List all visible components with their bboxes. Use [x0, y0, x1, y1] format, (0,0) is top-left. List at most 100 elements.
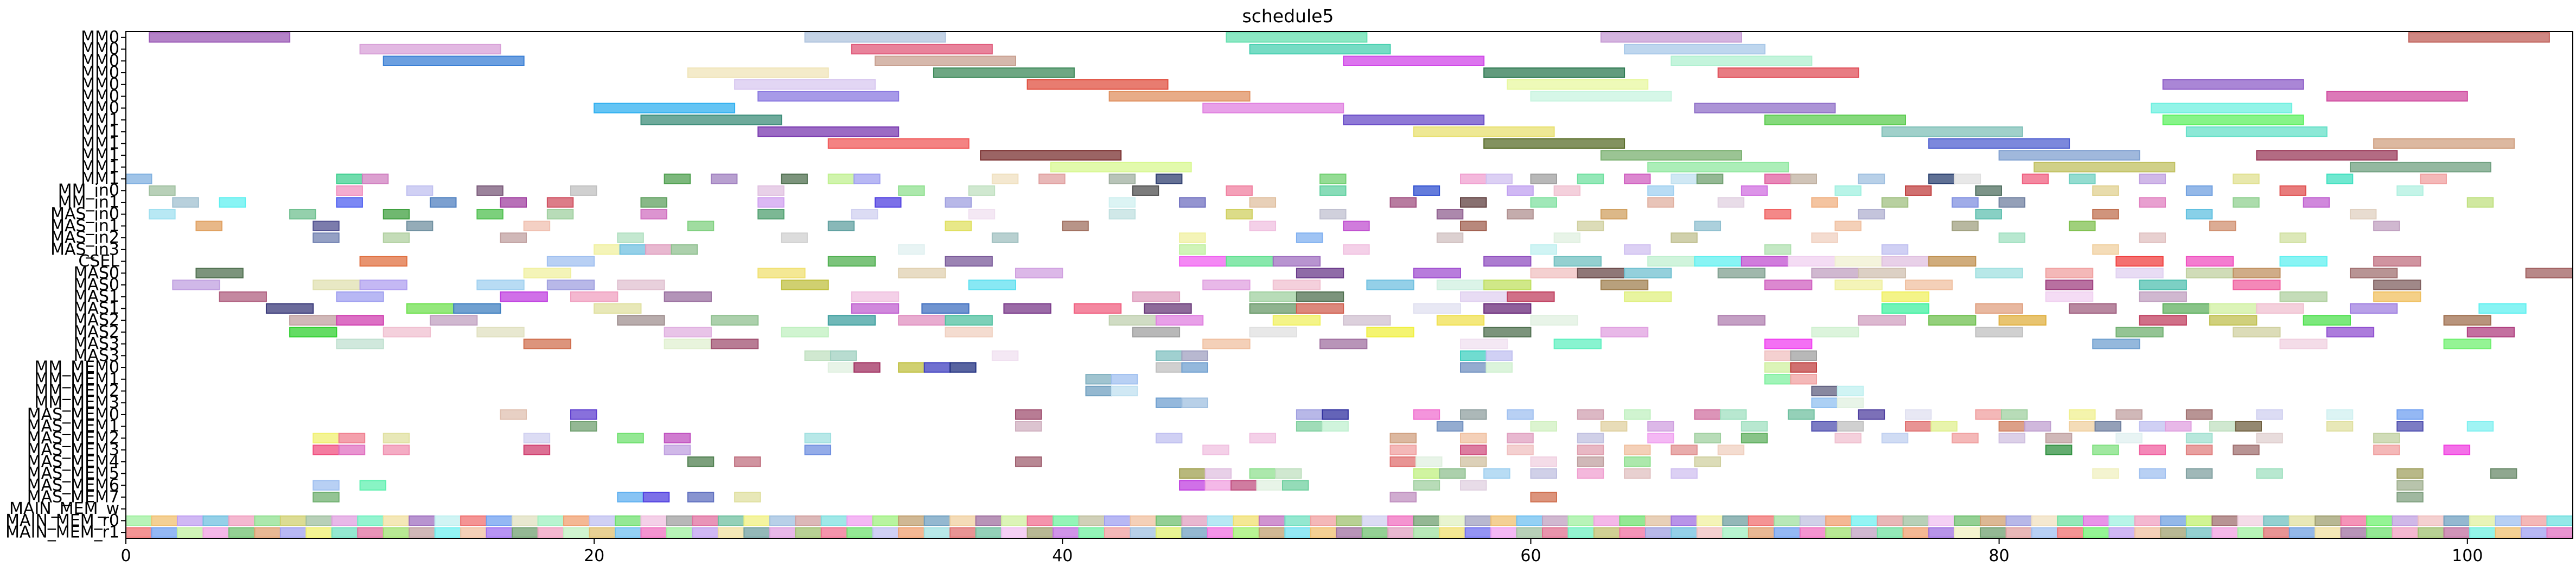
task-bar — [1902, 527, 1930, 538]
task-bar — [2233, 197, 2260, 208]
task-bar — [125, 515, 152, 526]
task-bar — [1249, 327, 1297, 338]
task-bar — [1600, 421, 1628, 432]
chart-title: schedule5 — [1242, 5, 1334, 27]
task-bar — [228, 515, 256, 526]
task-bar — [1764, 338, 1813, 349]
y-tick-label: MM1 — [81, 157, 119, 176]
task-bar — [898, 244, 925, 255]
task-bar — [1507, 185, 1534, 196]
task-bar — [2233, 444, 2260, 455]
task-bar — [710, 173, 738, 185]
task-bar — [2443, 515, 2471, 526]
task-bar — [1858, 208, 1885, 220]
task-bar — [1975, 185, 2002, 196]
task-bar — [1343, 115, 1485, 125]
task-bar — [2256, 433, 2283, 444]
task-bar — [359, 256, 407, 267]
task-bar — [617, 232, 644, 243]
task-bar — [1483, 67, 1625, 78]
task-bar — [757, 268, 806, 278]
task-bar — [2115, 268, 2164, 278]
task-bar — [2185, 444, 2213, 455]
task-bar — [1322, 409, 1349, 420]
task-bar — [2326, 409, 2354, 420]
task-bar — [743, 515, 770, 526]
task-bar — [827, 256, 876, 267]
task-bar — [2546, 527, 2574, 538]
task-bar — [1460, 173, 1487, 185]
task-bar — [827, 362, 855, 373]
task-bar — [2092, 208, 2119, 220]
task-bar — [382, 208, 410, 220]
task-bar — [1155, 433, 1183, 444]
task-bar — [1179, 468, 1206, 479]
task-bar — [2185, 208, 2213, 220]
task-bar — [546, 208, 574, 220]
task-bar — [1998, 232, 2026, 243]
task-bar — [406, 185, 433, 196]
y-tick-label: MM0 — [81, 28, 119, 47]
task-bar — [176, 515, 204, 526]
task-bar — [1050, 162, 1192, 173]
task-bar — [1600, 32, 1742, 43]
task-bar — [172, 197, 199, 208]
y-tick-label: MAS_MEM2 — [27, 429, 119, 448]
task-bar — [2279, 256, 2328, 267]
task-bar — [313, 279, 361, 290]
task-bar — [382, 327, 431, 338]
task-bar — [1179, 232, 1206, 243]
task-bar — [1722, 527, 1749, 538]
task-bar — [1694, 409, 1721, 420]
task-bar — [1226, 32, 1368, 43]
task-bar — [851, 43, 993, 55]
task-bar — [2521, 527, 2548, 538]
task-bar — [1717, 444, 1745, 455]
task-bar — [523, 433, 551, 444]
task-bar — [949, 362, 977, 373]
task-bar — [2139, 173, 2166, 185]
task-bar — [406, 303, 455, 314]
task-bar — [2024, 421, 2051, 432]
task-bar — [1256, 480, 1284, 491]
task-bar — [1053, 527, 1080, 538]
task-bar — [2031, 527, 2058, 538]
task-bar — [617, 433, 644, 444]
task-bar — [2233, 173, 2260, 185]
task-bar — [619, 244, 647, 255]
task-bar — [1485, 173, 1513, 185]
task-bar — [2443, 527, 2471, 538]
task-bar — [2209, 421, 2236, 432]
task-bar — [1204, 480, 1232, 491]
task-bar — [1694, 103, 1836, 113]
task-bar — [1567, 515, 1595, 526]
task-bar — [2151, 103, 2293, 113]
task-bar — [1343, 55, 1485, 66]
task-bar — [1038, 173, 1066, 185]
task-bar — [1881, 256, 1930, 267]
task-bar — [1998, 150, 2140, 161]
task-bar — [687, 220, 715, 232]
task-bar — [2139, 291, 2187, 302]
task-bar — [1858, 173, 1885, 185]
task-bar — [265, 303, 314, 314]
task-bar — [1296, 291, 1344, 302]
task-bar — [1015, 268, 1063, 278]
task-bar — [589, 515, 616, 526]
task-bar — [1764, 208, 1791, 220]
task-bar — [1600, 327, 1649, 338]
task-bar — [1619, 515, 1646, 526]
task-bar — [2045, 268, 2094, 278]
task-bar — [1998, 315, 2046, 326]
task-bar — [1788, 409, 1815, 420]
task-bar — [1108, 197, 1136, 208]
task-bar — [1226, 208, 1253, 220]
task-bar — [1249, 291, 1297, 302]
task-bar — [1436, 315, 1485, 326]
task-bar — [2303, 315, 2351, 326]
task-bar — [2045, 279, 2094, 290]
task-bar — [486, 515, 513, 526]
x-tick-label: 60 — [1520, 546, 1541, 565]
task-bar — [2546, 515, 2574, 526]
y-tick-label: MM1 — [81, 122, 119, 141]
